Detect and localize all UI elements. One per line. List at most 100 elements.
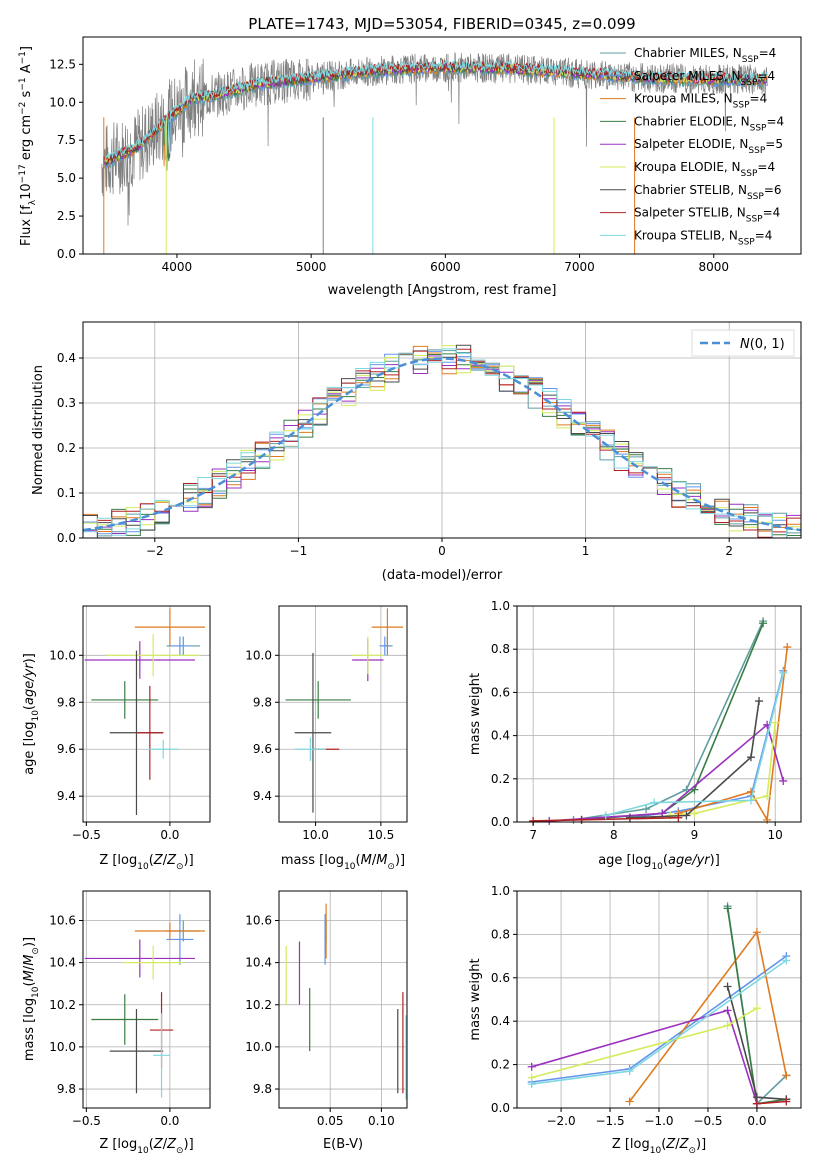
y-tick-label: 9.8	[253, 695, 272, 709]
y-tick-label: 9.8	[57, 1082, 76, 1096]
age_vs_mass-marks	[285, 608, 404, 813]
age_vs_mass-frame	[278, 605, 408, 823]
x-tick-label: 0.0	[160, 828, 179, 842]
errorbar-point	[166, 914, 194, 965]
y-tick-label: 0.4	[57, 351, 76, 365]
weight-marker	[752, 928, 761, 937]
weight-marker	[682, 811, 691, 820]
errorbar-point	[134, 608, 205, 646]
spectrum-frame	[82, 36, 802, 255]
massweight_vs_age-axes: 7 8 9 10 0.0 0.2 0.4 0.6 0.8 1.0 mass weight age [l…	[468, 599, 802, 872]
y-tick-label: 7.5	[57, 133, 76, 147]
y-tick-label: 0.3	[57, 396, 76, 410]
mass_vs_Z-axes: −0.5 0.0 9.8 10.0 10.2 10.4 10.6 Z [log10(Z/Z⊙)…	[22, 890, 211, 1156]
y-tick-label: 0.8	[491, 642, 510, 656]
errorbar-point	[136, 685, 164, 780]
legend-entry: Salpeter MILES, NSSP=4	[634, 69, 775, 88]
x-tick-label: −1.0	[644, 1114, 673, 1128]
spectrum-axes: 4000 5000 6000 7000 8000 0.0 2.5 5.0 7.5 10.0 12.5…	[18, 36, 802, 298]
weight-marker	[771, 718, 780, 727]
spectrum-legend: Chabrier MILES, NSSP=4 Salpeter MILES, NS…	[600, 46, 784, 247]
legend-entry: Salpeter STELIB, NSSP=4	[634, 206, 780, 225]
weight-marker	[723, 982, 732, 991]
y-tick-label: 10.2	[49, 998, 76, 1012]
errorbar-point	[352, 636, 384, 675]
y-tick-label: 0.4	[491, 1014, 510, 1028]
x-tick-label: 6000	[430, 260, 461, 274]
spectrum-marks	[101, 51, 768, 254]
gaussian-curve	[83, 357, 801, 532]
y-tick-label: 0.8	[491, 927, 510, 941]
massweight_vs_age-grid	[517, 605, 801, 823]
y-tick-label: 0.4	[491, 729, 510, 743]
x-tick-label: 0	[438, 544, 446, 558]
y-tick-label: 0.0	[57, 247, 76, 261]
x-tick-label: −1.5	[595, 1114, 624, 1128]
weight-marker	[759, 619, 768, 628]
mw-z-xlabel: Z [log10(Z/Z⊙)]	[612, 1137, 706, 1156]
weight-line	[756, 1100, 787, 1105]
y-tick-label: 9.4	[253, 789, 272, 803]
weight-line	[531, 1009, 758, 1104]
mass-z-ylabel: mass [log10(M/M⊙)]	[22, 937, 41, 1061]
y-tick-label: 5.0	[57, 171, 76, 185]
age-z-xlabel: Z [log10(Z/Z⊙)]	[99, 853, 193, 872]
mass-ebv-xlabel: E(B-V)	[323, 1137, 363, 1152]
legend-entry: Chabrier MILES, NSSP=4	[634, 46, 776, 65]
y-tick-label: 9.4	[57, 789, 76, 803]
y-tick-label: 0.0	[491, 815, 510, 829]
weight-marker	[642, 805, 651, 814]
y-tick-label: 0.0	[57, 531, 76, 545]
errorbar-point	[109, 1008, 164, 1094]
y-tick-label: 1.0	[491, 884, 510, 898]
weight-marker	[625, 813, 634, 822]
y-tick-label: 10.2	[245, 998, 272, 1012]
weight-marker	[782, 1097, 791, 1106]
weight-line	[549, 723, 785, 822]
mw-z-ylabel: mass weight	[468, 958, 483, 1040]
x-tick-label: 0.0	[747, 1114, 766, 1128]
y-tick-label: 0.2	[491, 772, 510, 786]
x-tick-label: 10.0	[302, 828, 329, 842]
y-tick-label: 1.0	[491, 599, 510, 613]
y-tick-label: 10.0	[245, 1040, 272, 1054]
weight-series	[527, 1004, 761, 1082]
errorbar-point	[153, 1013, 170, 1098]
y-tick-label: 0.2	[57, 441, 76, 455]
mass_vs_Z-frame	[82, 890, 211, 1109]
weight-marker	[746, 753, 755, 762]
mass_vs_Z-grid	[83, 891, 210, 1108]
weight-marker	[779, 668, 788, 677]
massweight_vs_age-marks	[529, 617, 792, 825]
gauss-legend-label: N(0, 1)	[740, 337, 785, 352]
weight-series	[625, 697, 764, 822]
mass_vs_ebv-marks	[285, 903, 407, 1100]
weight-line	[678, 646, 789, 823]
weight-marker	[755, 697, 764, 706]
x-tick-label: 10.5	[368, 828, 395, 842]
age-mass-xlabel: mass [log10(M/M⊙)]	[281, 853, 405, 872]
errorbar-point	[91, 994, 159, 1045]
errorbar-point	[91, 681, 159, 719]
x-tick-label: 0.05	[317, 1114, 344, 1128]
y-tick-label: 9.6	[57, 742, 76, 756]
x-tick-label: −1	[290, 544, 308, 558]
weight-marker	[625, 1067, 634, 1076]
y-tick-label: 10.6	[245, 913, 272, 927]
weight-marker	[763, 792, 772, 801]
y-tick-label: 2.5	[57, 209, 76, 223]
weight-marker	[577, 815, 586, 824]
plots-layer: 4000 5000 6000 7000 80000.02.55.07.510.012.5…	[18, 36, 802, 1156]
y-tick-label: 10.4	[49, 956, 76, 970]
errorbar-point	[379, 636, 391, 656]
weight-line	[581, 622, 764, 821]
spectrum-xlabel: wavelength [Angstrom, rest frame]	[328, 283, 557, 298]
mass_vs_Z-marks	[84, 914, 205, 1098]
residual-ylabel: Normed distribution	[31, 365, 46, 495]
weight-marker	[650, 798, 659, 807]
weight-marker	[723, 1006, 732, 1015]
weight-marker	[779, 776, 788, 785]
weight-marker	[625, 1097, 634, 1106]
mass_vs_ebv-axes: 0.05 0.10 9.8 10.0 10.2 10.4 10.6 E(B-V)	[245, 890, 408, 1152]
